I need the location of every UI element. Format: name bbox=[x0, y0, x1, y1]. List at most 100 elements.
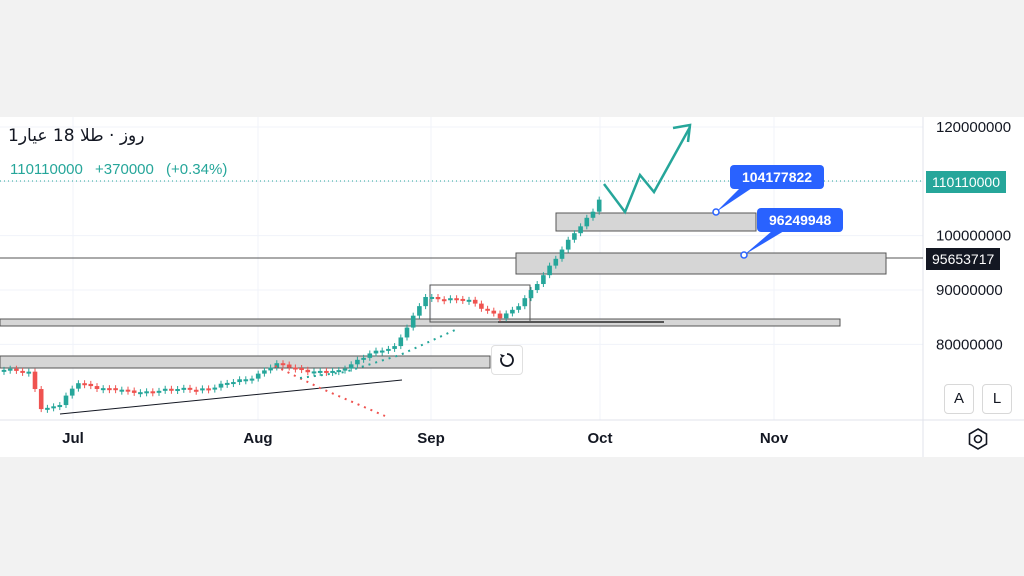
price-zone bbox=[0, 355, 491, 369]
candle bbox=[596, 199, 602, 212]
reset-icon bbox=[500, 353, 514, 367]
candle bbox=[51, 406, 56, 409]
y-tick-label: 90000000 bbox=[936, 282, 1003, 299]
quote-line: 110110000 +370000 (+0.34%) bbox=[10, 161, 235, 178]
candle bbox=[479, 303, 484, 309]
candle bbox=[1, 369, 7, 372]
price-zone bbox=[555, 212, 757, 232]
candle bbox=[348, 364, 354, 369]
candle bbox=[175, 389, 180, 392]
callout-pointer bbox=[744, 231, 784, 255]
candle bbox=[231, 382, 236, 385]
candle bbox=[324, 370, 329, 373]
callout-pointer bbox=[716, 188, 752, 212]
candle bbox=[94, 386, 100, 389]
callout-anchor bbox=[712, 208, 720, 216]
price-zone bbox=[0, 318, 841, 327]
candle bbox=[410, 315, 416, 328]
x-tick-label: Oct bbox=[587, 430, 612, 447]
candle bbox=[590, 211, 596, 218]
price-axis: 120000000 100000000 90000000 80000000 bbox=[936, 119, 1011, 353]
candle bbox=[45, 407, 50, 410]
candle bbox=[417, 306, 422, 316]
candle bbox=[293, 367, 298, 370]
candle bbox=[547, 265, 552, 276]
candle bbox=[305, 369, 311, 373]
y-tick-label: 100000000 bbox=[936, 228, 1011, 245]
price-callout-upper[interactable]: 104177822 bbox=[730, 165, 825, 189]
forecast-path bbox=[603, 126, 692, 215]
candle bbox=[144, 391, 149, 394]
candle bbox=[534, 284, 540, 291]
candle bbox=[237, 379, 242, 383]
support-resistance-zones bbox=[0, 212, 887, 369]
candle bbox=[280, 363, 286, 366]
candle bbox=[162, 388, 168, 391]
candle bbox=[398, 337, 404, 347]
candle bbox=[311, 371, 317, 374]
x-tick-label: Jul bbox=[62, 430, 84, 447]
candle bbox=[82, 383, 87, 386]
candle bbox=[584, 217, 590, 227]
candle bbox=[76, 383, 81, 389]
auto-scale-button[interactable]: A bbox=[944, 384, 974, 414]
candle bbox=[268, 367, 273, 371]
candle bbox=[485, 308, 490, 311]
candle bbox=[528, 290, 534, 299]
bearish-projection bbox=[274, 365, 386, 417]
candle bbox=[26, 371, 32, 374]
candle bbox=[435, 296, 441, 300]
candle bbox=[441, 299, 447, 302]
candle bbox=[522, 298, 528, 307]
candle bbox=[491, 310, 497, 314]
y-tick-label: 120000000 bbox=[936, 119, 1011, 136]
log-scale-button[interactable]: L bbox=[982, 384, 1012, 414]
x-tick-label: Sep bbox=[417, 430, 445, 447]
gear-icon bbox=[968, 428, 988, 450]
reset-chart-button[interactable] bbox=[491, 345, 523, 375]
candle bbox=[361, 357, 366, 360]
price-zone bbox=[515, 252, 887, 275]
candle bbox=[373, 350, 379, 354]
candle bbox=[100, 388, 106, 391]
price-zone-outline bbox=[429, 284, 531, 323]
settings-button[interactable] bbox=[966, 427, 990, 451]
candle bbox=[131, 390, 137, 393]
candle bbox=[367, 353, 373, 358]
callout-anchor bbox=[740, 251, 748, 259]
last-price-tag: 110110000 bbox=[926, 171, 1006, 193]
trend-line bbox=[59, 379, 403, 415]
candle bbox=[224, 382, 230, 385]
x-tick-label: Aug bbox=[243, 430, 272, 447]
price-callout-lower[interactable]: 96249948 bbox=[757, 208, 844, 232]
candle bbox=[497, 313, 503, 319]
candle bbox=[63, 395, 69, 406]
candle bbox=[20, 370, 25, 373]
candle bbox=[274, 363, 280, 368]
candle bbox=[150, 391, 156, 394]
x-tick-label: Nov bbox=[760, 430, 789, 447]
candle bbox=[32, 371, 38, 390]
candle bbox=[355, 359, 360, 365]
y-tick-label: 80000000 bbox=[936, 336, 1003, 353]
candle bbox=[138, 392, 143, 395]
candle bbox=[572, 233, 577, 240]
candle bbox=[255, 373, 261, 379]
price-change: +370000 bbox=[95, 161, 154, 178]
candle bbox=[565, 239, 571, 250]
candle bbox=[169, 388, 174, 391]
candles bbox=[1, 196, 602, 413]
candle bbox=[88, 383, 94, 387]
candle bbox=[299, 368, 304, 371]
candle bbox=[559, 249, 565, 259]
candle bbox=[38, 389, 44, 410]
forecast-arrowhead bbox=[672, 123, 692, 143]
candle bbox=[342, 368, 348, 371]
candle bbox=[510, 309, 515, 314]
candle bbox=[379, 350, 385, 353]
candle bbox=[181, 387, 187, 390]
trend-overlays bbox=[59, 123, 784, 417]
candle bbox=[317, 370, 323, 373]
candle bbox=[516, 306, 521, 310]
